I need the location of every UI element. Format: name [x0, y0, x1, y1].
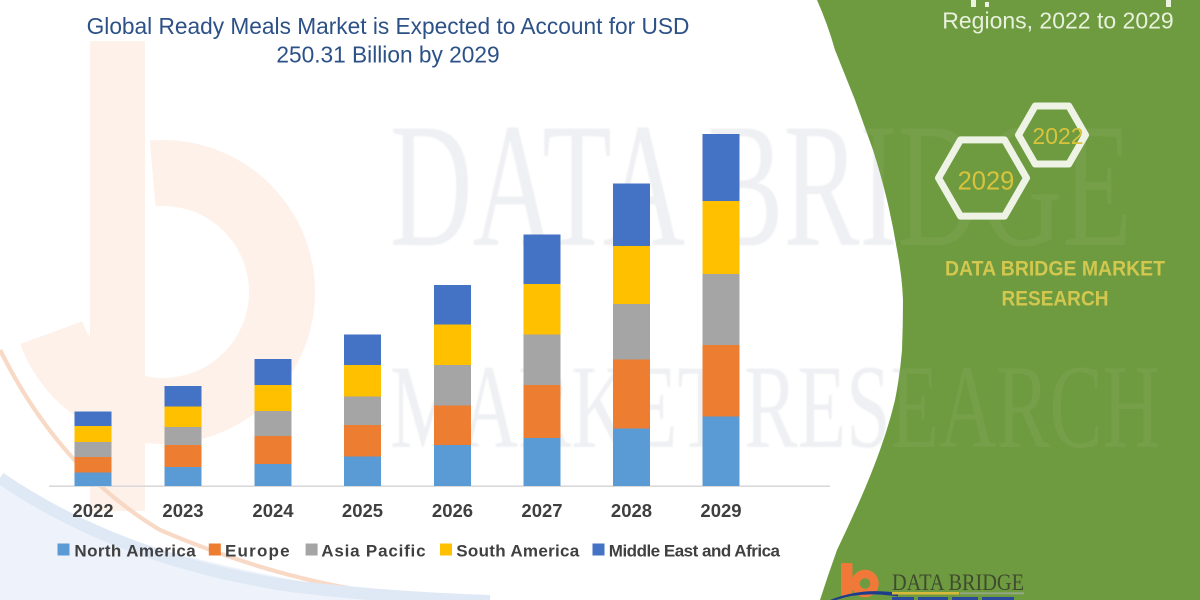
svg-text:2022: 2022 [1032, 123, 1083, 149]
svg-text:Asia Pacific: Asia Pacific [321, 542, 426, 561]
svg-text:2029: 2029 [958, 168, 1015, 196]
svg-text:2029: 2029 [700, 500, 741, 521]
svg-text:Global Ready Meals Market is E: Global Ready Meals Market is Expected to… [87, 13, 690, 39]
svg-text:2025: 2025 [342, 500, 383, 521]
svg-text:Middle East and Africa: Middle East and Africa [609, 542, 781, 561]
svg-text:RESEARCH: RESEARCH [1002, 288, 1109, 311]
svg-text:North America: North America [74, 542, 196, 561]
svg-text:South America: South America [456, 542, 579, 561]
svg-text:2024: 2024 [252, 500, 294, 521]
svg-text:2028: 2028 [611, 500, 652, 521]
svg-text:250.31 Billion by 2029: 250.31 Billion by 2029 [276, 42, 499, 68]
svg-text:DATA BRIDGE MARKET: DATA BRIDGE MARKET [945, 258, 1165, 281]
svg-text:Regions, 2022 to 2029: Regions, 2022 to 2029 [942, 8, 1173, 34]
svg-text:DATA BRIDGE: DATA BRIDGE [892, 570, 1024, 595]
svg-text:2026: 2026 [432, 500, 473, 521]
svg-text:2023: 2023 [162, 500, 203, 521]
svg-text:2022: 2022 [72, 500, 113, 521]
svg-text:Europe: Europe [225, 542, 291, 561]
svg-text:2027: 2027 [521, 500, 562, 521]
